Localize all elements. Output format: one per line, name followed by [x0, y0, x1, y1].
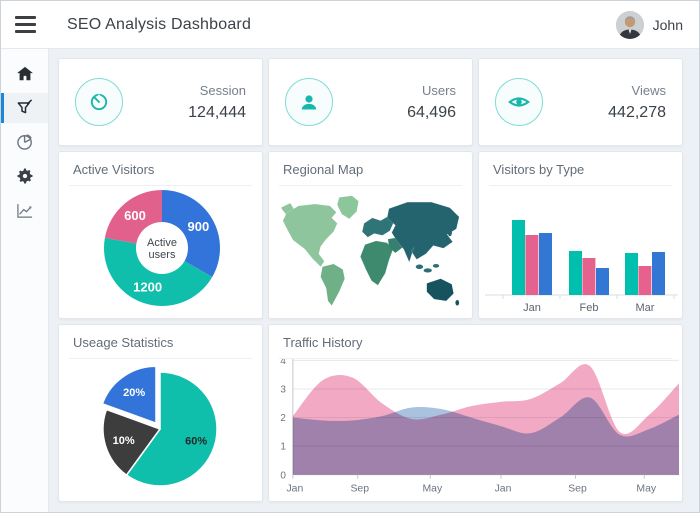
svg-text:Mar: Mar [636, 302, 655, 314]
divider [279, 358, 672, 359]
card-title: Regional Map [283, 162, 364, 177]
card-regional-map: Regional Map [268, 151, 473, 319]
traffic-history-area-chart: 0 1 2 3 4 Jan Sep May Jan Sep May [280, 359, 680, 495]
card-useage-statistics: Useage Statistics 60% 10% 20% [58, 324, 263, 502]
svg-text:Jan: Jan [286, 484, 303, 495]
stat-value: 124,444 [188, 103, 246, 121]
svg-text:600: 600 [124, 208, 146, 223]
stat-card-views: Views 442,278 [478, 58, 683, 146]
filter-icon [17, 99, 32, 114]
eye-icon [495, 78, 543, 126]
card-traffic-history: Traffic History 0 1 2 3 4 Jan Sep May Jan Sep May [268, 324, 683, 502]
home-icon [16, 66, 33, 81]
sidebar-item-analytics[interactable] [1, 195, 48, 225]
user-name: John [652, 16, 683, 33]
world-map [280, 195, 460, 306]
useage-statistics-pie-chart: 60% 10% 20% [101, 365, 218, 487]
divider [69, 358, 252, 359]
svg-text:1200: 1200 [133, 280, 162, 295]
svg-text:900: 900 [188, 219, 210, 234]
svg-text:Jan: Jan [523, 302, 541, 314]
svg-text:May: May [636, 484, 656, 495]
svg-text:2: 2 [280, 413, 286, 424]
divider [489, 185, 672, 186]
sidebar-item-filter[interactable] [1, 93, 48, 123]
sidebar [1, 49, 49, 512]
line-chart-icon [16, 204, 32, 218]
gear-icon [17, 168, 32, 184]
visitors-by-type-bar-chart: Jan Feb Mar [485, 220, 678, 314]
svg-text:4: 4 [280, 359, 286, 367]
sidebar-item-settings[interactable] [1, 161, 48, 191]
card-title: Active Visitors [73, 162, 155, 177]
stat-card-users: Users 64,496 [268, 58, 473, 146]
card-title: Visitors by Type [493, 162, 585, 177]
svg-text:Active: Active [147, 237, 177, 249]
stat-card-session: Session 124,444 [58, 58, 263, 146]
svg-text:May: May [422, 484, 442, 495]
svg-text:60%: 60% [185, 436, 207, 448]
stat-label: Users [422, 82, 456, 98]
pie-chart-icon [16, 134, 32, 150]
svg-text:Jan: Jan [495, 484, 512, 495]
divider [69, 185, 252, 186]
svg-text:Feb: Feb [580, 302, 599, 314]
card-active-visitors: Active Visitors 900 1200 600 Active users [58, 151, 263, 319]
sidebar-item-home[interactable] [1, 59, 48, 89]
user-menu[interactable]: John [615, 10, 699, 39]
svg-text:1: 1 [280, 442, 286, 453]
divider [279, 185, 462, 186]
svg-text:20%: 20% [123, 387, 145, 399]
topbar: SEO Analysis Dashboard John [1, 1, 699, 49]
svg-text:10%: 10% [113, 435, 135, 447]
card-title: Useage Statistics [73, 335, 174, 350]
sidebar-item-pie-chart[interactable] [1, 127, 48, 157]
svg-text:Sep: Sep [568, 484, 587, 495]
svg-text:Sep: Sep [350, 484, 369, 495]
stat-label: Session [199, 82, 246, 98]
avatar[interactable] [615, 10, 644, 39]
stat-value: 442,278 [608, 103, 666, 121]
stat-label: Views [631, 82, 666, 98]
main-content: Session 124,444 Users 64,496 [49, 49, 699, 512]
timer-icon [75, 78, 123, 126]
stat-value: 64,496 [407, 103, 456, 121]
svg-text:users: users [149, 249, 176, 261]
svg-text:3: 3 [280, 384, 286, 395]
svg-text:0: 0 [280, 470, 286, 481]
hamburger-menu-icon[interactable] [1, 1, 49, 49]
card-title: Traffic History [283, 335, 363, 350]
user-icon [285, 78, 333, 126]
card-visitors-by-type: Visitors by Type Jan Feb Mar [478, 151, 683, 319]
page-title: SEO Analysis Dashboard [67, 15, 252, 33]
avatar-image [615, 10, 644, 39]
